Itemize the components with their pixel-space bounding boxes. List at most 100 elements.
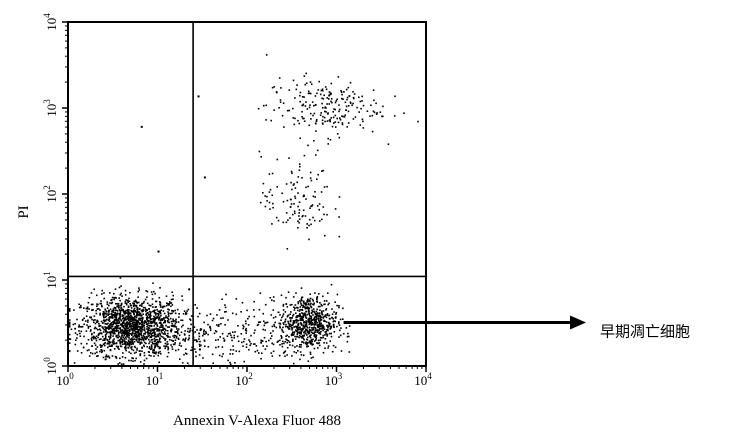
scatter-point	[98, 338, 101, 341]
scatter-point	[90, 303, 93, 306]
scatter-point	[382, 105, 384, 108]
scatter-point	[262, 182, 265, 185]
scatter-point	[303, 332, 306, 334]
scatter-point	[282, 305, 285, 307]
scatter-point	[82, 346, 85, 349]
scatter-point	[150, 333, 152, 335]
scatter-point	[124, 316, 127, 319]
scatter-point	[133, 345, 136, 348]
scatter-point	[310, 305, 312, 308]
scatter-point	[213, 332, 216, 335]
scatter-point	[97, 336, 99, 339]
scatter-point	[306, 336, 309, 339]
scatter-point	[341, 93, 343, 96]
scatter-point	[123, 305, 125, 308]
scatter-point	[140, 332, 142, 335]
scatter-point	[114, 318, 116, 321]
scatter-point	[254, 343, 256, 345]
scatter-point	[103, 311, 105, 313]
scatter-point	[108, 331, 111, 334]
scatter-point	[274, 316, 277, 318]
scatter-point	[323, 213, 325, 216]
scatter-point	[114, 355, 117, 358]
scatter-point	[310, 83, 313, 85]
scatter-point	[110, 331, 112, 334]
scatter-point	[289, 205, 292, 208]
scatter-point	[307, 302, 310, 305]
scatter-point	[96, 305, 98, 307]
scatter-point	[166, 304, 168, 307]
scatter-point	[370, 104, 372, 107]
scatter-point	[90, 352, 92, 354]
scatter-point	[116, 324, 118, 327]
scatter-point	[301, 317, 303, 320]
scatter-point	[112, 309, 115, 312]
scatter-point	[163, 337, 165, 340]
scatter-point	[323, 320, 325, 322]
scatter-point	[112, 335, 114, 337]
scatter-point	[218, 309, 221, 311]
scatter-point	[264, 195, 266, 197]
scatter-point	[276, 341, 279, 343]
scatter-point	[136, 301, 138, 304]
scatter-point	[341, 122, 344, 124]
scatter-point	[107, 325, 110, 328]
scatter-point	[291, 332, 293, 335]
x-tick-label: 102	[235, 371, 253, 388]
scatter-point	[300, 319, 303, 321]
scatter-point	[121, 308, 123, 311]
scatter-point	[155, 343, 158, 346]
scatter-point	[264, 303, 267, 306]
scatter-point	[115, 335, 118, 338]
scatter-point	[346, 126, 348, 128]
scatter-point	[313, 303, 315, 306]
scatter-point	[138, 337, 141, 339]
scatter-point	[144, 331, 147, 333]
scatter-point	[157, 310, 159, 313]
scatter-point	[319, 93, 322, 96]
scatter-point	[280, 337, 283, 340]
scatter-point	[157, 314, 160, 317]
scatter-point	[137, 331, 140, 333]
scatter-point	[334, 320, 336, 323]
scatter-point	[99, 312, 101, 315]
scatter-point	[137, 311, 139, 313]
scatter-point	[142, 302, 145, 304]
scatter-point	[299, 332, 301, 334]
scatter-point	[145, 290, 147, 292]
scatter-point	[178, 316, 180, 318]
scatter-point	[322, 316, 325, 318]
scatter-point	[104, 355, 107, 358]
scatter-point	[292, 117, 295, 119]
scatter-point	[320, 89, 323, 92]
scatter-point	[258, 308, 261, 311]
scatter-point	[278, 322, 280, 325]
scatter-point	[153, 343, 155, 345]
scatter-point	[304, 327, 306, 329]
scatter-point	[157, 329, 159, 331]
annotation-label: 早期凋亡细胞	[600, 324, 690, 341]
scatter-point	[315, 154, 317, 156]
scatter-point	[342, 115, 344, 118]
scatter-point	[134, 304, 137, 307]
scatter-point	[120, 285, 122, 287]
scatter-point	[231, 353, 234, 355]
scatter-point	[280, 335, 282, 337]
scatter-point	[181, 362, 184, 364]
scatter-point	[108, 326, 110, 328]
scatter-point	[147, 328, 149, 330]
scatter-point	[339, 329, 341, 332]
scatter-point	[272, 309, 275, 311]
scatter-point	[268, 201, 271, 204]
scatter-point	[121, 331, 124, 333]
scatter-point	[172, 318, 174, 321]
scatter-point	[315, 120, 318, 122]
scatter-point	[234, 362, 236, 364]
scatter-point	[113, 340, 115, 343]
scatter-point	[209, 313, 212, 315]
scatter-point	[127, 336, 129, 338]
scatter-point	[361, 118, 364, 121]
scatter-point	[135, 333, 138, 336]
scatter-point	[104, 328, 107, 330]
scatter-point	[162, 305, 165, 308]
